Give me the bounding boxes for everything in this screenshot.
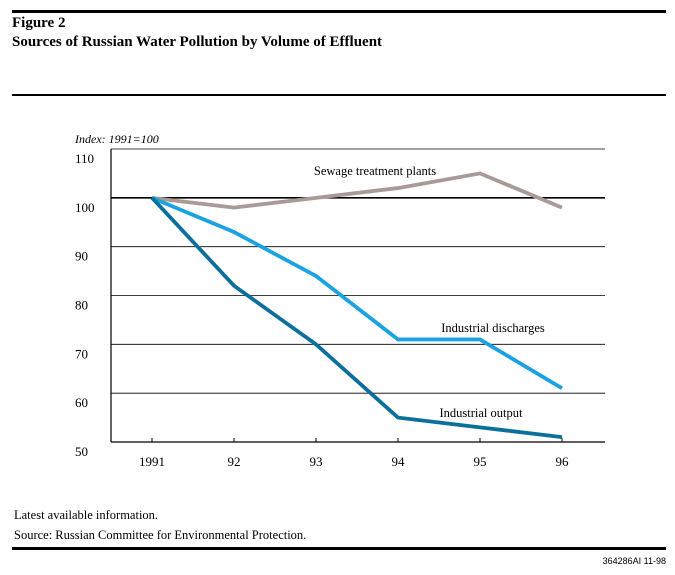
title-rule xyxy=(12,94,666,96)
y-tick-label: 80 xyxy=(75,298,88,313)
x-tick-label: 95 xyxy=(474,454,487,469)
x-tick-label: 94 xyxy=(392,454,406,469)
line-chart: 110 100 90 80 70 60 50 Index: 1991=100 1991 92 93 9… xyxy=(74,132,605,469)
series-label: Industrial output xyxy=(440,406,524,420)
y-tick-label: 60 xyxy=(75,395,88,410)
x-tick-label: 92 xyxy=(228,454,241,469)
series-label: Industrial discharges xyxy=(441,321,545,335)
y-tick-label: 100 xyxy=(75,200,95,215)
x-tick-label: 93 xyxy=(310,454,323,469)
y-tick-label: 110 xyxy=(75,151,94,166)
series-line-sewage-treatment-plants xyxy=(151,171,563,210)
series-line-industrial-output xyxy=(150,196,563,440)
footnote-latest: Latest available information. xyxy=(14,508,159,522)
top-rule xyxy=(12,10,666,13)
y-tick-label: 70 xyxy=(75,346,88,361)
y-axis-label: Index: 1991=100 xyxy=(74,132,159,146)
series-label: Sewage treatment plants xyxy=(314,164,436,178)
x-tick-label: 1991 xyxy=(139,454,165,469)
figure-code: 364286AI 11-98 xyxy=(602,556,666,566)
figure-label: Figure 2 xyxy=(12,15,66,31)
x-tick-label: 96 xyxy=(556,454,570,469)
footnote-source: Source: Russian Committee for Environmen… xyxy=(14,528,307,542)
series-line-industrial-discharges xyxy=(151,196,563,390)
bottom-rule xyxy=(12,547,666,550)
y-tick-label: 50 xyxy=(75,444,88,459)
figure-title: Sources of Russian Water Pollution by Vo… xyxy=(12,34,383,50)
y-tick-label: 90 xyxy=(75,249,88,264)
